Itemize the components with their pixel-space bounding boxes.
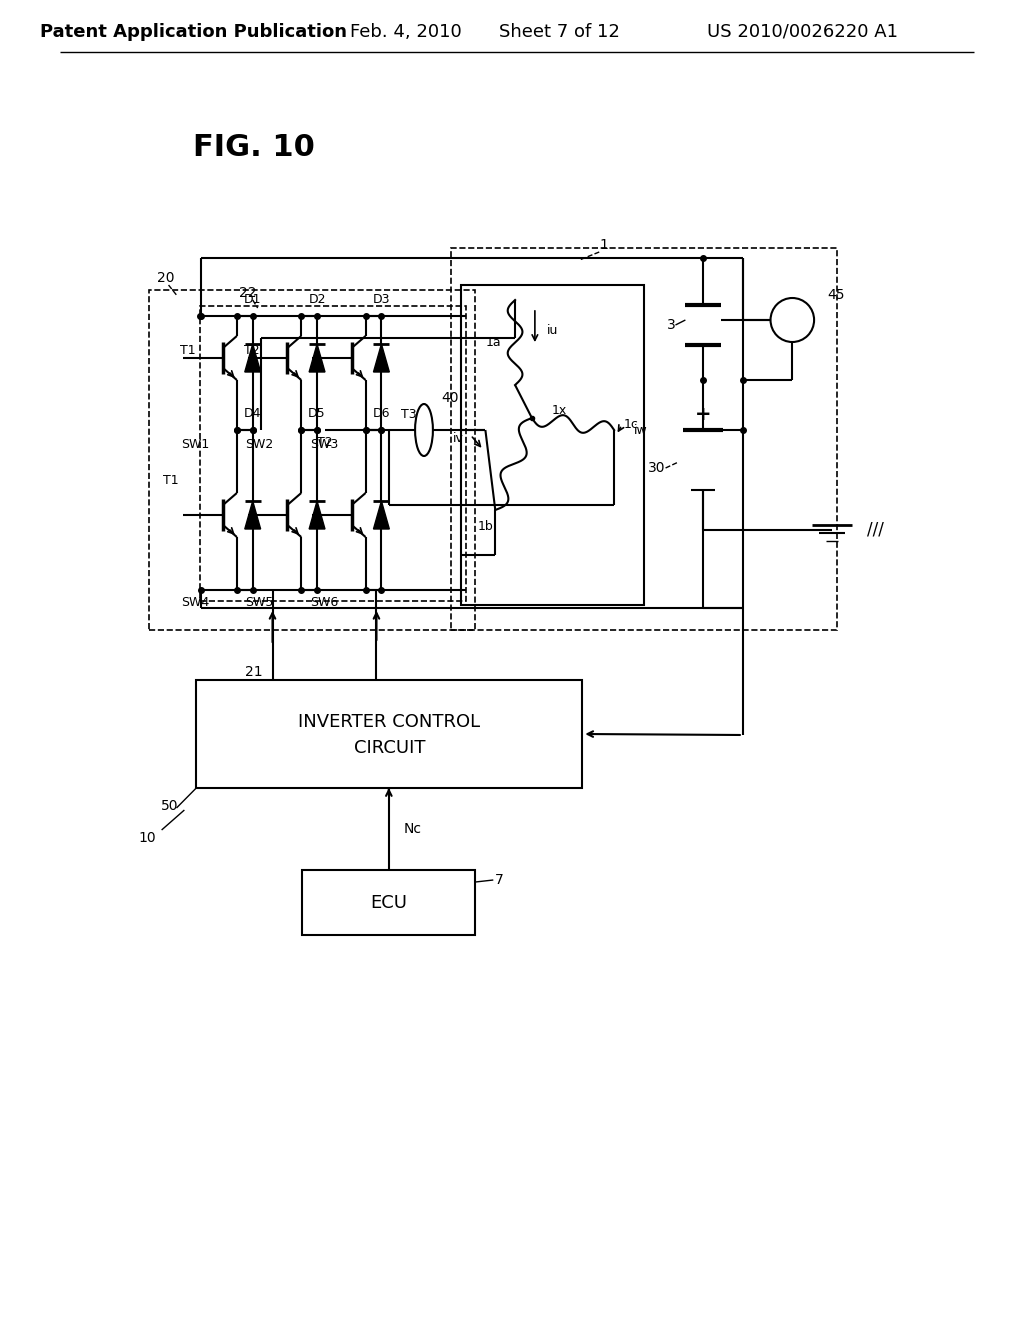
Text: T1: T1	[163, 474, 178, 487]
Text: 1c: 1c	[624, 418, 639, 432]
Ellipse shape	[415, 404, 433, 455]
Bar	[302, 870, 475, 935]
Text: Sheet 7 of 12: Sheet 7 of 12	[499, 22, 621, 41]
Text: CIRCUIT: CIRCUIT	[353, 739, 425, 756]
Text: D1: D1	[244, 293, 261, 306]
Text: ///: ///	[866, 521, 884, 539]
Text: T3: T3	[401, 408, 417, 421]
Polygon shape	[374, 345, 389, 372]
Text: Patent Application Publication: Patent Application Publication	[40, 22, 347, 41]
Polygon shape	[245, 502, 261, 529]
Text: T2: T2	[317, 436, 333, 449]
Text: 21: 21	[245, 665, 262, 678]
Text: ECU: ECU	[371, 894, 408, 912]
Text: iv: iv	[453, 432, 464, 445]
Bar	[201, 306, 466, 601]
Text: 20: 20	[157, 271, 174, 285]
Text: D3: D3	[373, 293, 390, 306]
Text: Nc: Nc	[403, 822, 422, 836]
Text: D5: D5	[308, 407, 326, 420]
Text: 45: 45	[827, 288, 845, 302]
Text: 1a: 1a	[485, 335, 501, 348]
Text: V: V	[786, 313, 798, 327]
Text: 30: 30	[648, 461, 666, 475]
Text: SW4: SW4	[181, 595, 209, 609]
Text: SW6: SW6	[310, 595, 338, 609]
Text: 10: 10	[138, 832, 156, 845]
Text: iu: iu	[547, 323, 558, 337]
Text: 1b: 1b	[477, 520, 494, 533]
Text: D4: D4	[244, 407, 261, 420]
Text: 40: 40	[440, 391, 459, 405]
Text: 1: 1	[600, 238, 608, 252]
Polygon shape	[374, 502, 389, 529]
Bar	[461, 285, 644, 605]
Text: SW5: SW5	[246, 595, 273, 609]
Polygon shape	[309, 502, 325, 529]
Text: US 2010/0026220 A1: US 2010/0026220 A1	[707, 22, 898, 41]
Text: D6: D6	[373, 407, 390, 420]
Text: 1x: 1x	[552, 404, 567, 417]
Text: T2: T2	[244, 343, 260, 356]
Circle shape	[770, 298, 814, 342]
Text: SW2: SW2	[246, 437, 273, 450]
Text: 3: 3	[667, 318, 676, 333]
Bar	[148, 290, 475, 630]
Text: 50: 50	[161, 799, 178, 813]
Polygon shape	[309, 345, 325, 372]
Text: T1: T1	[179, 343, 196, 356]
Bar	[451, 248, 837, 630]
Text: D2: D2	[308, 293, 326, 306]
Polygon shape	[245, 345, 261, 372]
Text: Feb. 4, 2010: Feb. 4, 2010	[350, 22, 462, 41]
Bar	[197, 680, 583, 788]
Text: SW1: SW1	[181, 437, 209, 450]
Text: 7: 7	[496, 873, 504, 887]
Text: iw: iw	[634, 424, 647, 437]
Text: +: +	[695, 405, 712, 425]
Text: FIG. 10: FIG. 10	[194, 133, 315, 162]
Text: INVERTER CONTROL: INVERTER CONTROL	[298, 713, 480, 731]
Text: 22: 22	[239, 286, 256, 300]
Text: SW3: SW3	[310, 437, 338, 450]
